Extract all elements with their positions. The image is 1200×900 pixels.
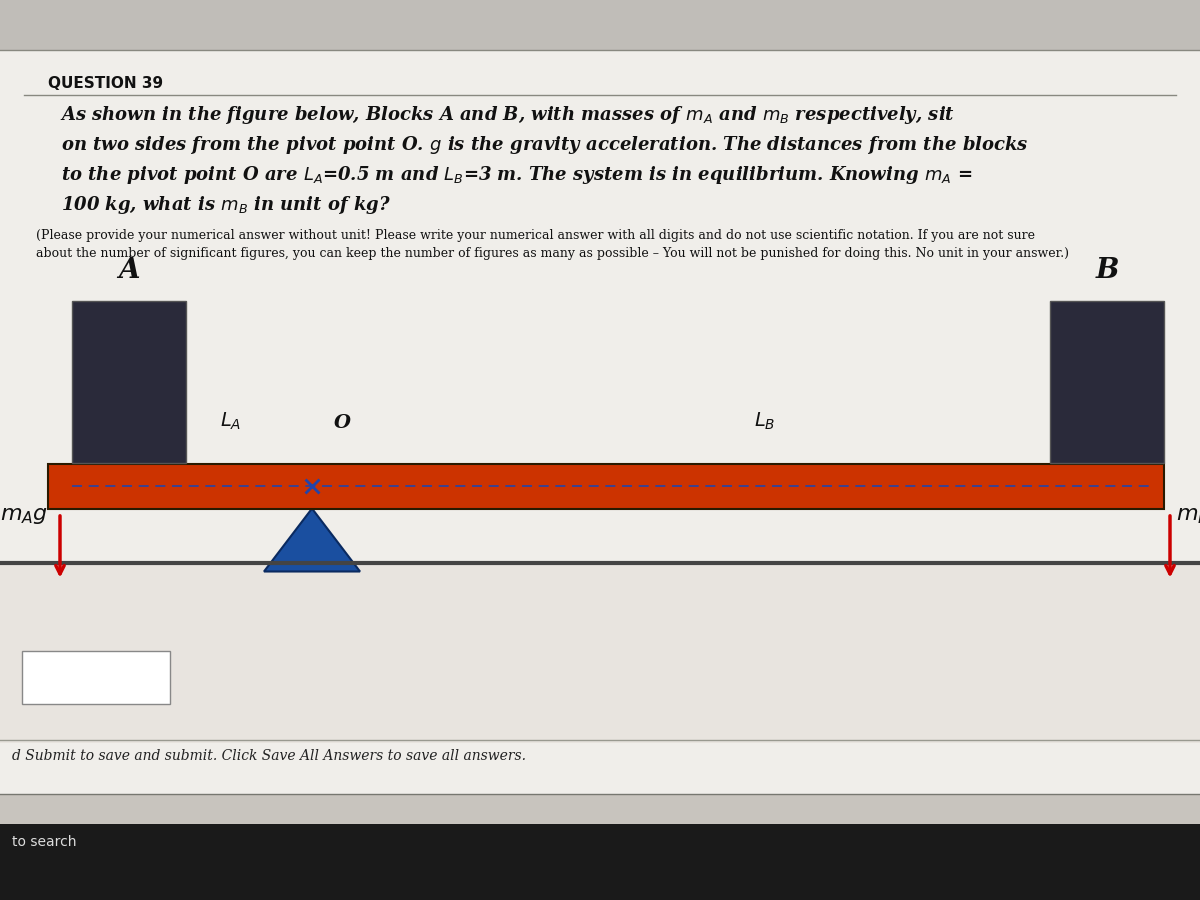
Text: $L_B$: $L_B$ xyxy=(755,410,775,432)
Text: $m_Bg$: $m_Bg$ xyxy=(1176,504,1200,526)
Polygon shape xyxy=(264,508,360,572)
Text: $m_Ag$: $m_Ag$ xyxy=(0,504,48,526)
Text: B: B xyxy=(1096,256,1118,284)
Text: A: A xyxy=(119,256,139,284)
Text: As shown in the figure below, Blocks A and B, with masses of $m_A$ and $m_B$ res: As shown in the figure below, Blocks A a… xyxy=(36,104,1028,215)
Text: $L_A$: $L_A$ xyxy=(221,410,241,432)
Bar xyxy=(0,794,1200,824)
Text: (Please provide your numerical answer without unit! Please write your numerical : (Please provide your numerical answer wi… xyxy=(36,230,1069,259)
Text: O: O xyxy=(334,414,350,432)
Bar xyxy=(0,36,1200,828)
FancyBboxPatch shape xyxy=(22,651,170,704)
Bar xyxy=(0,562,1200,742)
Bar xyxy=(72,302,186,464)
Text: to search: to search xyxy=(12,835,77,850)
Bar xyxy=(0,0,1200,50)
Bar xyxy=(48,464,1164,508)
Text: QUESTION 39: QUESTION 39 xyxy=(48,76,163,92)
Text: d Submit to save and submit. Click Save All Answers to save all answers.: d Submit to save and submit. Click Save … xyxy=(12,749,526,763)
Bar xyxy=(1050,302,1164,464)
Bar xyxy=(0,824,1200,900)
